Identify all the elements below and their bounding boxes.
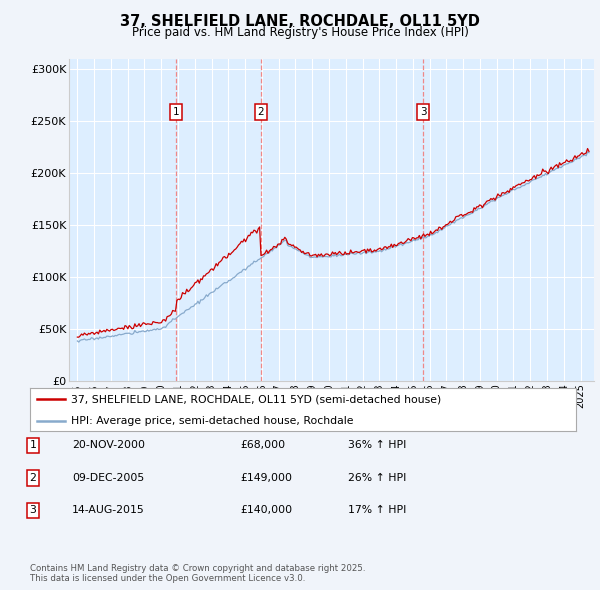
Text: HPI: Average price, semi-detached house, Rochdale: HPI: Average price, semi-detached house,… — [71, 415, 353, 425]
Text: 2: 2 — [29, 473, 37, 483]
Text: 09-DEC-2005: 09-DEC-2005 — [72, 473, 144, 483]
Text: 3: 3 — [29, 506, 37, 515]
Text: Price paid vs. HM Land Registry's House Price Index (HPI): Price paid vs. HM Land Registry's House … — [131, 26, 469, 39]
Text: 14-AUG-2015: 14-AUG-2015 — [72, 506, 145, 515]
Text: 20-NOV-2000: 20-NOV-2000 — [72, 441, 145, 450]
Text: 37, SHELFIELD LANE, ROCHDALE, OL11 5YD (semi-detached house): 37, SHELFIELD LANE, ROCHDALE, OL11 5YD (… — [71, 394, 441, 404]
Text: 37, SHELFIELD LANE, ROCHDALE, OL11 5YD: 37, SHELFIELD LANE, ROCHDALE, OL11 5YD — [120, 14, 480, 30]
Text: 36% ↑ HPI: 36% ↑ HPI — [348, 441, 406, 450]
Text: £149,000: £149,000 — [240, 473, 292, 483]
Text: 1: 1 — [173, 107, 179, 117]
Text: 1: 1 — [29, 441, 37, 450]
Text: £140,000: £140,000 — [240, 506, 292, 515]
Text: 17% ↑ HPI: 17% ↑ HPI — [348, 506, 406, 515]
Text: 2: 2 — [257, 107, 264, 117]
Text: Contains HM Land Registry data © Crown copyright and database right 2025.
This d: Contains HM Land Registry data © Crown c… — [30, 564, 365, 583]
Text: £68,000: £68,000 — [240, 441, 285, 450]
Text: 26% ↑ HPI: 26% ↑ HPI — [348, 473, 406, 483]
Text: 3: 3 — [420, 107, 427, 117]
